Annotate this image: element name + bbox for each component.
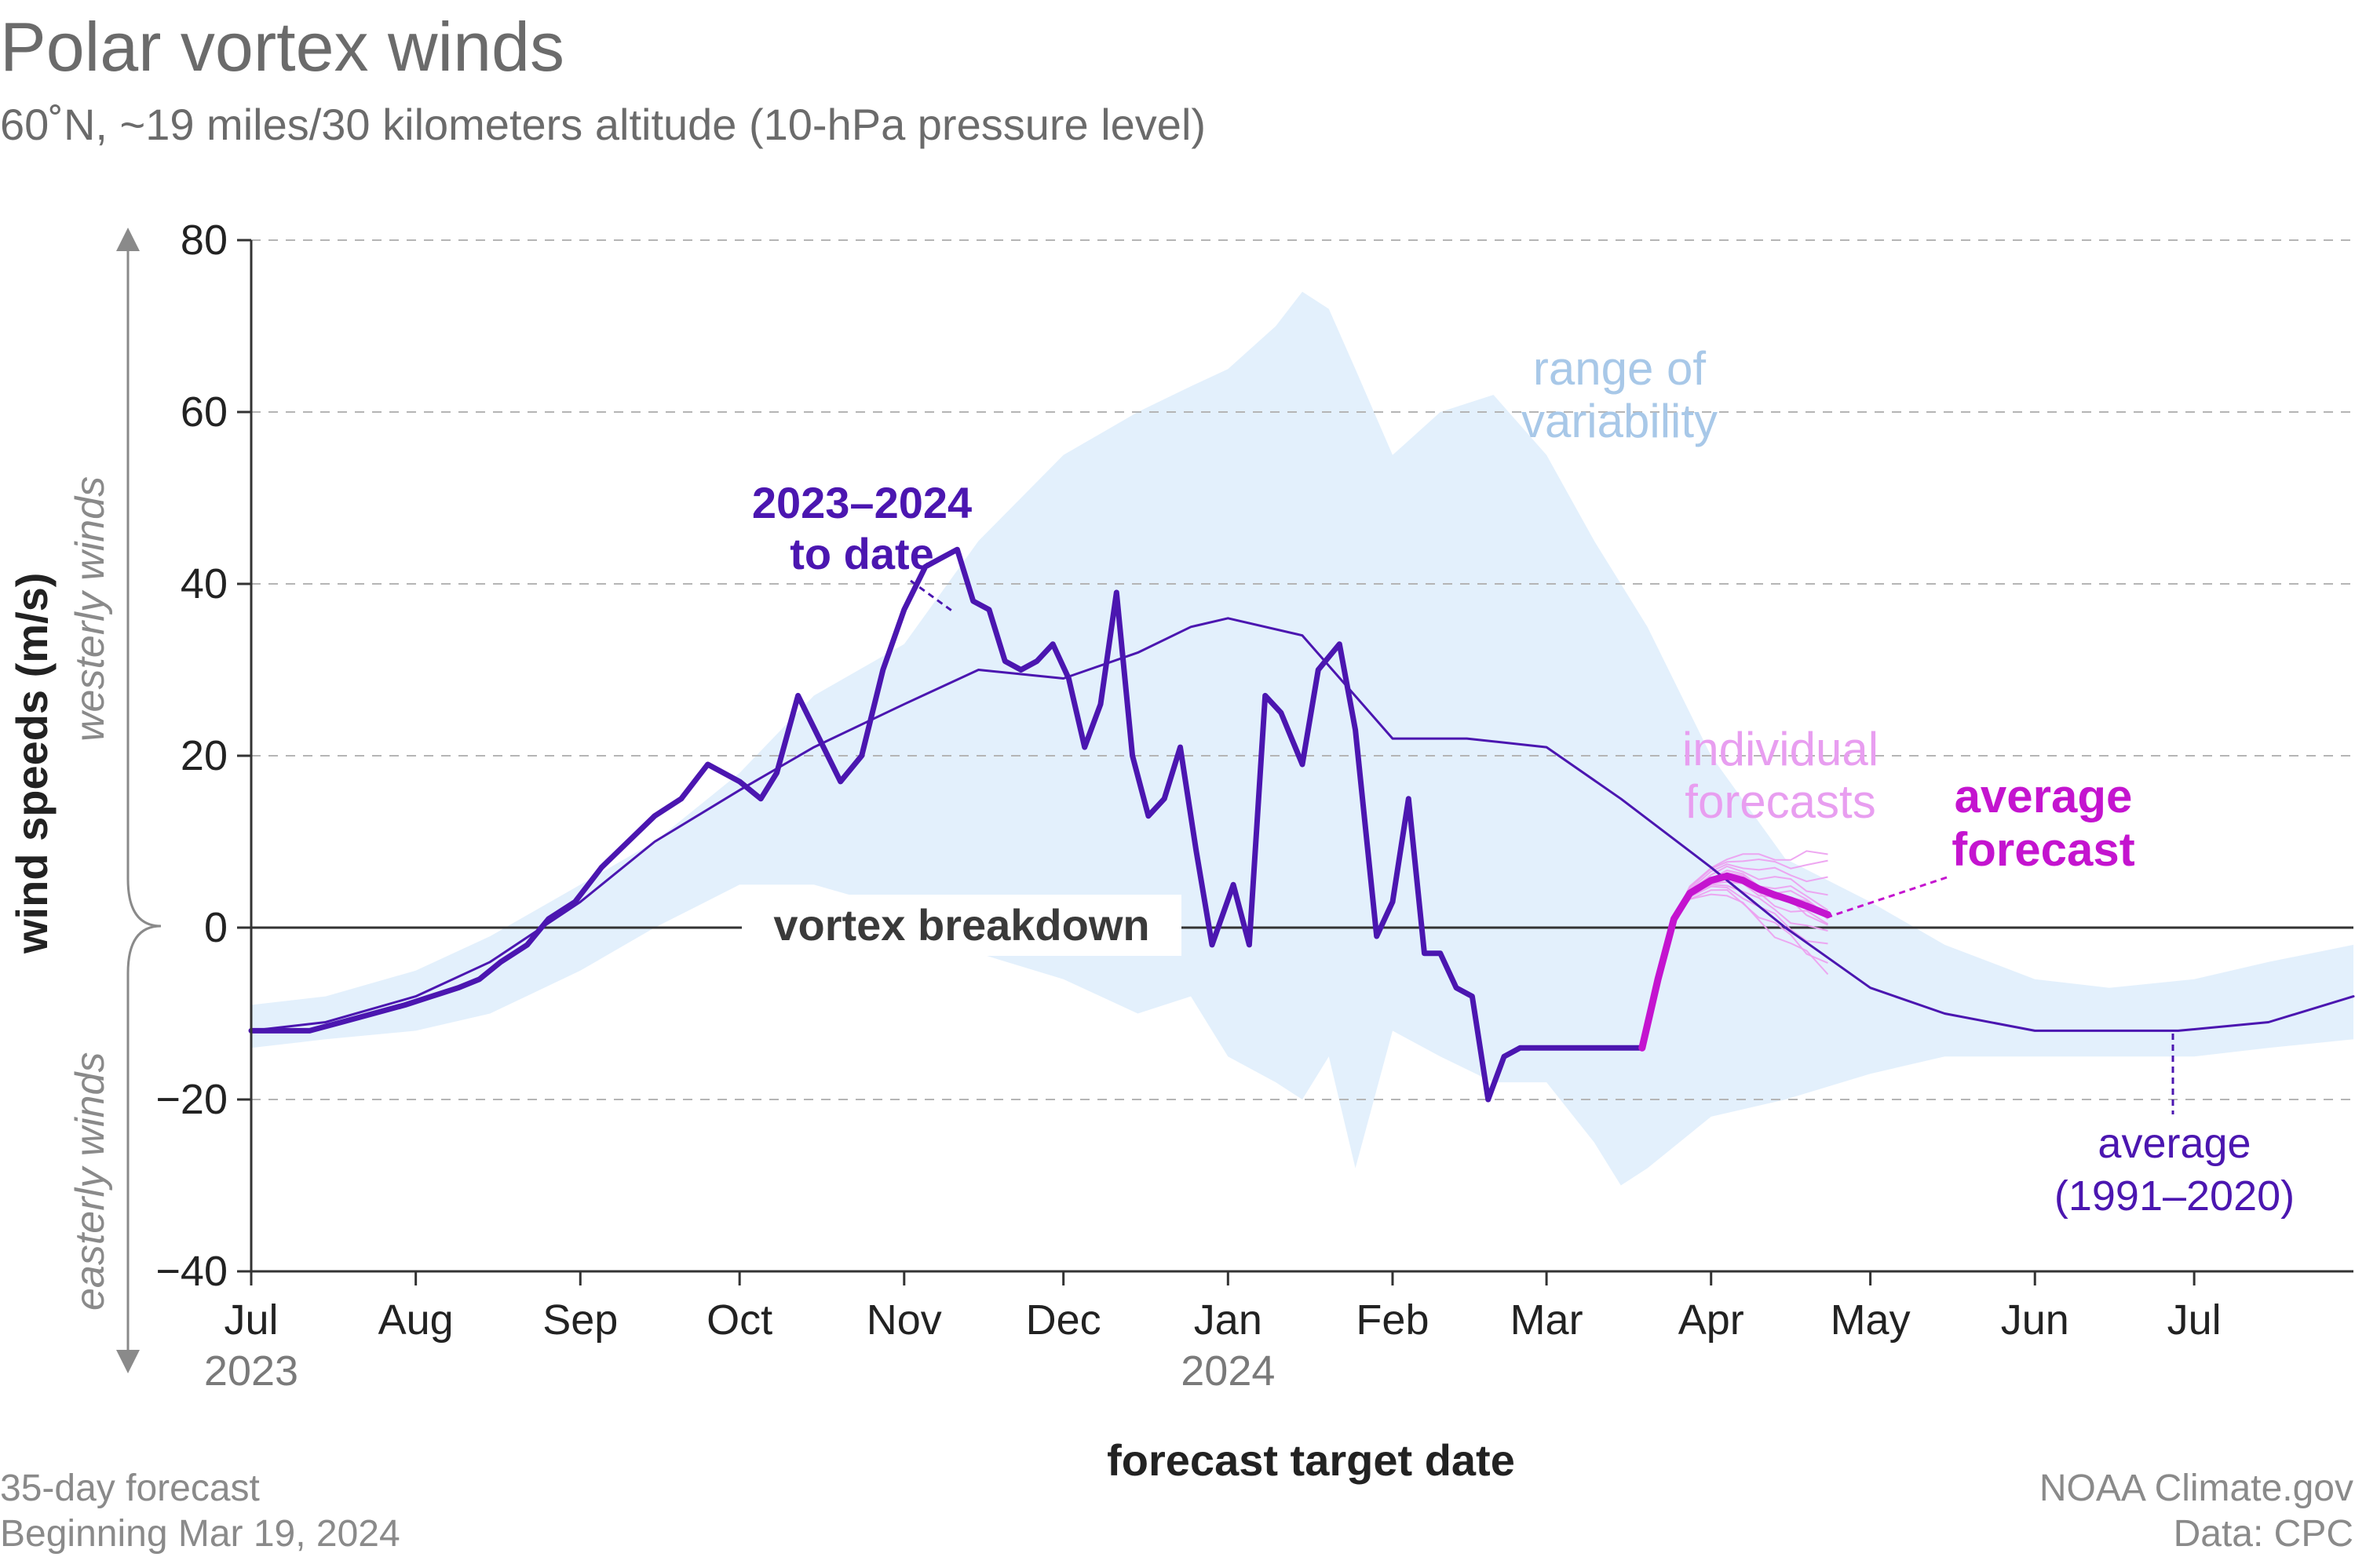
x-tick-label: Jun (2001, 1296, 2069, 1344)
x-tick-year: 2024 (1181, 1347, 1275, 1395)
range-label-line1: range of (1533, 342, 1706, 395)
range-band-area (251, 291, 2353, 1186)
breakdown-label: vortex breakdown (773, 900, 1149, 950)
x-tick-label: Jul (2167, 1296, 2222, 1344)
indiv-label-line2: forecasts (1685, 775, 1875, 828)
footer-forecast: 35-day forecast (0, 1468, 260, 1509)
range-label-line2: variability (1521, 395, 1718, 447)
x-tick-label: Aug (378, 1296, 454, 1344)
easterly-label: easterly winds (68, 1052, 113, 1311)
avg-forecast-label-line1: average (1955, 770, 2133, 822)
y-tick-label: −40 (155, 1248, 228, 1295)
avg-forecast-leader (1828, 876, 1948, 918)
x-tick-label: Jul (224, 1296, 278, 1344)
series-lines (248, 546, 2355, 1103)
footer-beginning: Beginning Mar 19, 2024 (0, 1513, 400, 1555)
y-tick-label: 80 (181, 217, 228, 264)
y-tick-label: 20 (181, 732, 228, 779)
average-forecast-line (1638, 872, 1831, 1052)
x-axis-title: forecast target date (1107, 1435, 1515, 1485)
y-tick-label: 40 (181, 560, 228, 607)
observed-label-line1: 2023–2024 (752, 478, 972, 527)
y-tick-labels: −40 −20 0 20 40 60 80 (155, 217, 251, 1295)
zero-brace (126, 878, 162, 974)
y-tick-label: −20 (155, 1076, 228, 1123)
x-tick-label: Jan (1194, 1296, 1262, 1344)
average-line (250, 617, 2355, 1032)
avg-label-line1: average (2098, 1120, 2251, 1167)
y-tick-label: 60 (181, 388, 228, 436)
x-tick-label: Mar (1510, 1296, 1583, 1344)
chart-subtitle: 60˚N, ~19 miles/30 kilometers altitude (… (0, 100, 1206, 149)
x-tick-label: Oct (706, 1296, 772, 1344)
observed-label-leader (910, 579, 955, 614)
observed-label-line2: to date (790, 529, 934, 578)
gridlines (251, 239, 2353, 1100)
footer-data: Data: CPC (2174, 1513, 2353, 1555)
avg-forecast-label-line2: forecast (1952, 823, 2134, 876)
footer-source: NOAA Climate.gov (2039, 1468, 2353, 1509)
y-axis-title: wind speeds (m/s) (7, 573, 57, 954)
x-tick-label: Dec (1026, 1296, 1101, 1344)
chart-title: Polar vortex winds (0, 8, 564, 86)
westerly-label: westerly winds (68, 476, 113, 742)
x-tick-label: Nov (867, 1296, 942, 1344)
range-of-variability-band (251, 291, 2353, 1186)
x-tick-label: May (1831, 1296, 1911, 1344)
x-tick-label: Feb (1356, 1296, 1429, 1344)
indiv-label-line1: individual (1682, 723, 1879, 775)
x-tick-label: Apr (1678, 1296, 1744, 1344)
x-tick-label: Sep (542, 1296, 618, 1344)
x-tick-year: 2023 (204, 1347, 298, 1395)
breakdown-label-bg (742, 895, 1181, 956)
y-tick-label: 0 (204, 904, 228, 951)
avg-label-line2: (1991–2020) (2054, 1172, 2295, 1220)
observed-line (248, 546, 1645, 1103)
